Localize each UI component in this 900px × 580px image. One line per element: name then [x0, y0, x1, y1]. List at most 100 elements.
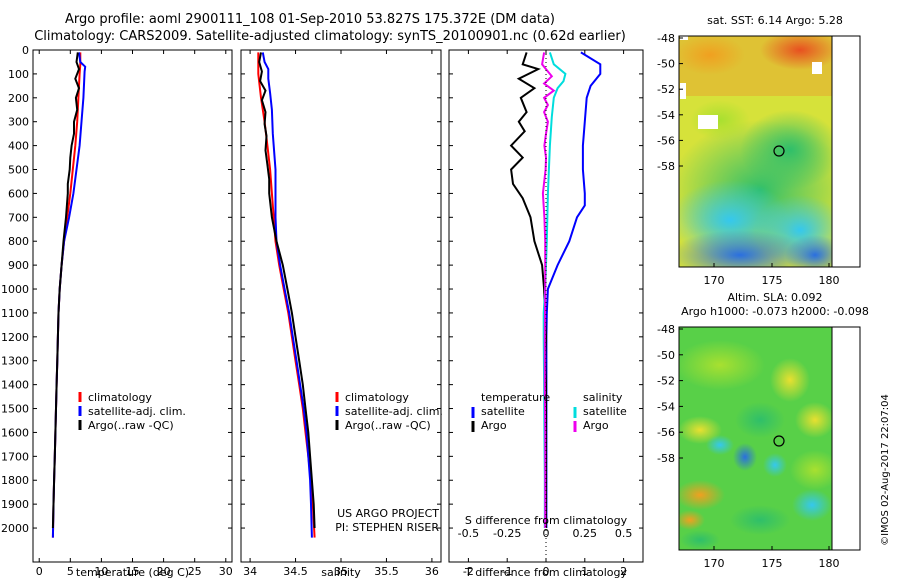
x-tick-label: 15	[126, 565, 140, 578]
x-tick-label: 1	[581, 565, 588, 578]
y-tick-label: 1300	[1, 355, 29, 368]
map-y-tick-label: -52	[657, 83, 675, 96]
map-y-tick-label: -58	[657, 452, 675, 465]
map-y-tick-label: -54	[657, 109, 675, 122]
map-x-tick-label: 170	[704, 274, 725, 287]
series-line-climatology	[51, 52, 82, 538]
map-y-tick-label: -58	[657, 160, 675, 173]
sst-map	[679, 36, 832, 267]
map-y-tick-label: -56	[657, 134, 675, 147]
legend-label: climatology	[88, 391, 152, 404]
series-line-temperature-argo	[509, 52, 548, 528]
y-tick-label: 1800	[1, 474, 29, 487]
legend-label: satellite	[583, 405, 627, 418]
x-tick-label: 36	[425, 565, 439, 578]
y-tick-label: 800	[8, 235, 29, 248]
map-x-tick-label: 180	[819, 557, 840, 570]
top-axis-label: S difference from climatology	[465, 514, 628, 527]
title-line-1: Argo profile: aoml 2900111_108 01-Sep-20…	[65, 12, 555, 27]
y-tick-label: 100	[8, 68, 29, 81]
y-tick-label: 0	[22, 44, 29, 57]
series-line-satellite-adj-clim-	[261, 52, 313, 538]
legend-heading: salinity	[583, 391, 623, 404]
map-title: sat. SST: 6.14 Argo: 5.28	[707, 14, 843, 27]
legend-label: climatology	[345, 391, 409, 404]
panel-frame	[32, 49, 233, 563]
float-position-marker	[773, 145, 785, 157]
series-line-argo-raw-qc-	[258, 52, 316, 529]
map-y-tick-label: -48	[657, 32, 675, 45]
x-axis-label: temperature (deg C)	[76, 566, 189, 579]
y-tick-label: 1900	[1, 498, 29, 511]
legend-heading: temperature	[481, 391, 550, 404]
x-tick-label: 10	[94, 565, 108, 578]
map-y-tick-label: -48	[657, 323, 675, 336]
project-annotation: PI: STEPHEN RISER	[335, 521, 439, 534]
y-tick-label: 1200	[1, 331, 29, 344]
panel-temperature: 0100200300400500600700800900100011001200…	[1, 44, 233, 579]
sla-map	[679, 327, 832, 550]
x-tick-label: 34.5	[283, 565, 308, 578]
map-y-tick-label: -54	[657, 400, 675, 413]
map-x-tick-label: 180	[819, 274, 840, 287]
y-tick-label: 300	[8, 116, 29, 129]
x-tick-label: -1	[502, 565, 513, 578]
map-sst-axes: sat. SST: 6.14 Argo: 5.28 -48 -50 -52 -54 -56…	[657, 14, 861, 287]
legend-label: satellite-adj. clim.	[345, 405, 443, 418]
map-y-tick-label: -56	[657, 426, 675, 439]
map-x-tick-label: 170	[704, 557, 725, 570]
y-tick-label: 700	[8, 211, 29, 224]
x-tick-label: 35	[334, 565, 348, 578]
x-tick-label: 2	[620, 565, 627, 578]
panel-frame	[240, 49, 442, 563]
project-annotation: US ARGO PROJECT	[337, 507, 439, 520]
y-tick-label: 1500	[1, 403, 29, 416]
legend-label: Argo	[481, 419, 507, 432]
map-title: Argo h1000: -0.073 h2000: -0.098	[681, 305, 869, 318]
y-tick-label: 1000	[1, 283, 29, 296]
x-tick-label: 5	[67, 565, 74, 578]
float-position-marker	[773, 435, 785, 447]
y-tick-label: 600	[8, 187, 29, 200]
x-tick-label: 25	[188, 565, 202, 578]
panel-salinity: 34 34.5 35 35.5 36 salinity climatologysatelli…	[240, 49, 443, 579]
imos-credit: ©IMOS 02-Aug-2017 22:07:04	[880, 394, 891, 546]
map-y-tick-label: -50	[657, 58, 675, 71]
y-tick-label: 1100	[1, 307, 29, 320]
y-tick-label: 500	[8, 164, 29, 177]
x-axis-label: salinity	[321, 566, 361, 579]
map-x-tick-label: 175	[762, 274, 783, 287]
y-tick-label: 200	[8, 92, 29, 105]
y-tick-label: 1700	[1, 450, 29, 463]
legend-label: Argo	[583, 419, 609, 432]
legend-label: satellite-adj. clim.	[88, 405, 186, 418]
x-tick-label: 35.5	[374, 565, 399, 578]
legend-label: Argo(..raw -QC)	[345, 419, 431, 432]
map-margin	[831, 326, 861, 551]
title-line-2: Climatology: CARS2009. Satellite-adjuste…	[34, 29, 626, 44]
x-axis-label: T difference from climatology	[464, 566, 627, 579]
y-tick-label: 400	[8, 140, 29, 153]
map-margin	[831, 35, 861, 268]
x-tick-label: -2	[463, 565, 474, 578]
top-tick-label: 0	[543, 527, 550, 540]
x-tick-label: 0	[36, 565, 43, 578]
y-tick-label: 900	[8, 259, 29, 272]
x-tick-label: 34	[243, 565, 257, 578]
y-tick-label: 1400	[1, 379, 29, 392]
y-tick-label: 1600	[1, 426, 29, 439]
y-tick-label: 2000	[1, 522, 29, 535]
top-tick-label: -0.5	[458, 527, 479, 540]
map-y-tick-label: -52	[657, 375, 675, 388]
map-y-tick-label: -50	[657, 349, 675, 362]
panel-difference-from-climatology: -2 -1 0 1 2T difference from climatology S di…	[448, 49, 644, 579]
series-line-temperature-satellite	[545, 51, 602, 528]
series-line-satellite-adj-clim-	[51, 52, 87, 538]
legend-label: Argo(..raw -QC)	[88, 419, 174, 432]
top-tick-label: 0.25	[573, 527, 598, 540]
x-tick-label: 30	[219, 565, 233, 578]
top-tick-label: 0.5	[615, 527, 633, 540]
series-line-salinity-argo	[541, 52, 556, 528]
